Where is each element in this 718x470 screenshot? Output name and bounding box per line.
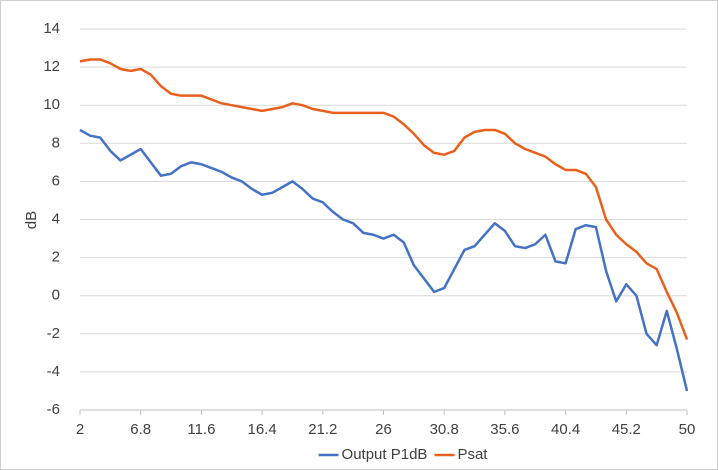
y-axis-label: dB [23, 211, 40, 229]
series-line [79, 58, 689, 340]
y-tick-label: 6 [52, 172, 60, 189]
y-tick-label: -6 [47, 401, 60, 418]
x-tick-label: 30.8 [430, 421, 459, 438]
x-tick-label: 26 [375, 421, 392, 438]
y-tick-label: 2 [52, 249, 60, 266]
x-tick-label: 11.6 [187, 421, 215, 438]
x-tick-label: 35.6 [490, 421, 519, 438]
y-tick-label: 10 [43, 96, 60, 113]
y-tick-label: -2 [47, 325, 60, 342]
y-tick-label: 4 [52, 210, 60, 227]
y-tick-label: 8 [52, 134, 60, 151]
x-tick-label: 50 [679, 421, 696, 438]
legend-label: Psat [457, 446, 488, 463]
x-tick-label: 2 [76, 421, 84, 438]
x-tick-label: 21.2 [308, 421, 337, 438]
y-tick-label: 12 [43, 58, 60, 75]
x-tick-label: 6.8 [130, 421, 151, 438]
series-line [79, 128, 689, 392]
y-tick-label: 14 [43, 20, 60, 37]
y-tick-label: 0 [52, 287, 60, 304]
y-tick-label: -4 [47, 363, 60, 380]
x-tick-label: 40.4 [551, 421, 580, 438]
x-tick-label: 45.2 [612, 421, 641, 438]
x-tick-label: 16.4 [247, 421, 276, 438]
legend-label: Output P1dB [342, 446, 428, 463]
